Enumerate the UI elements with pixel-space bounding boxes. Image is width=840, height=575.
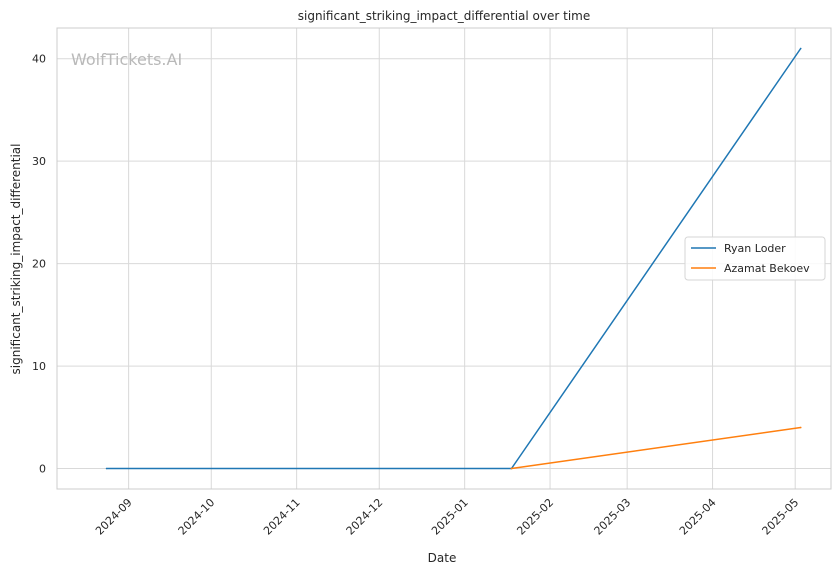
x-axis-label: Date (428, 551, 457, 565)
watermark: WolfTickets.AI (71, 50, 182, 69)
series-line-azamat-bekoev (510, 426, 802, 470)
legend-label-ryan-loder: Ryan Loder (724, 242, 786, 255)
y-tick-label: 0 (39, 463, 46, 476)
data-point-ryan-loder (105, 467, 108, 470)
y-tick-label: 30 (32, 155, 46, 168)
legend-box (684, 236, 826, 281)
y-tick-labels: 0 10 20 30 40 (32, 53, 46, 476)
y-tick-label: 10 (32, 360, 46, 373)
y-tick-label: 20 (32, 258, 46, 271)
data-point-ryan-loder (799, 47, 802, 50)
y-axis-label: significant_striking_impact_differential (9, 144, 23, 375)
data-point-azamat-bekoev (799, 426, 802, 429)
y-tick-label: 40 (32, 53, 46, 66)
data-point-azamat-bekoev (510, 467, 513, 470)
chart-title: significant_striking_impact_differential… (298, 9, 590, 23)
legend: Ryan Loder Azamat Bekoev (684, 236, 826, 281)
plot-frame (56, 27, 832, 490)
series-lines (105, 47, 802, 470)
legend-label-azamat-bekoev: Azamat Bekoev (724, 262, 810, 275)
